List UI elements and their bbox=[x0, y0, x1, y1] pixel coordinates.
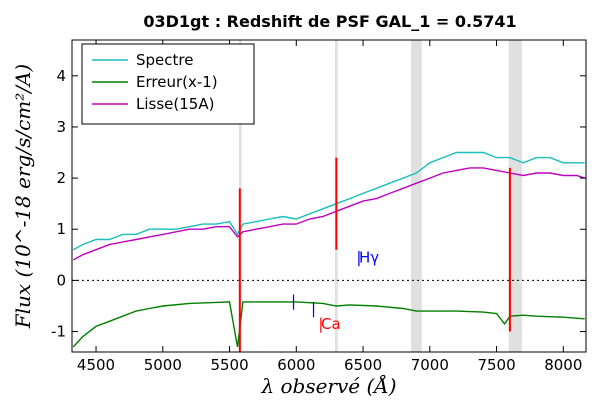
x-axis-ticks: 4500 5000 5500 6000 6500 7000 7500 8000 bbox=[77, 40, 582, 374]
x-tick-label: 8000 bbox=[544, 356, 582, 374]
line-annotation: Hγ bbox=[359, 248, 379, 266]
y-axis-ticks: -1 0 1 2 3 4 bbox=[51, 67, 586, 341]
line-annotation: | bbox=[311, 300, 316, 318]
legend-label: Lisse(15A) bbox=[136, 95, 214, 113]
line-annotations: Hγ|| |Ca| bbox=[291, 248, 379, 332]
series-layer bbox=[72, 151, 585, 348]
shaded-band bbox=[411, 40, 422, 352]
x-tick-label: 4500 bbox=[77, 356, 115, 374]
line-annotation: | bbox=[356, 248, 361, 266]
x-tick-label: 7500 bbox=[477, 356, 515, 374]
shaded-band bbox=[508, 40, 522, 352]
series-line-spectre bbox=[72, 151, 585, 251]
y-tick-label: 1 bbox=[56, 220, 66, 238]
y-tick-label: 0 bbox=[56, 271, 66, 289]
line-annotation: Ca bbox=[321, 315, 341, 333]
x-tick-label: 5500 bbox=[210, 356, 248, 374]
legend-box bbox=[81, 43, 255, 125]
x-tick-label: 6500 bbox=[344, 356, 382, 374]
legend-label: Erreur(x-1) bbox=[136, 73, 218, 91]
y-tick-label: -1 bbox=[51, 323, 66, 341]
y-axis-label: Flux (10^-18 erg/s/cm²/A) bbox=[11, 64, 35, 329]
x-axis-label: λ observé (Å) bbox=[260, 373, 396, 398]
chart-title: 03D1gt : Redshift de PSF GAL_1 = 0.5741 bbox=[143, 12, 516, 31]
y-tick-label: 2 bbox=[56, 169, 66, 187]
plot-frame bbox=[71, 39, 587, 353]
line-annotation: | bbox=[291, 292, 296, 310]
x-tick-label: 7000 bbox=[411, 356, 449, 374]
legend: Spectre Erreur(x-1) Lisse(15A) bbox=[81, 43, 255, 125]
x-tick-label: 6000 bbox=[277, 356, 315, 374]
legend-label: Spectre bbox=[136, 51, 193, 69]
y-tick-label: 3 bbox=[56, 118, 66, 136]
series-line-erreur-x-1 bbox=[72, 301, 585, 348]
x-tick-label: 5000 bbox=[144, 356, 182, 374]
line-annotation: | bbox=[318, 315, 323, 333]
series-line-lisse-15a bbox=[72, 167, 585, 261]
red-lines bbox=[238, 157, 511, 352]
y-tick-label: 4 bbox=[56, 67, 66, 85]
